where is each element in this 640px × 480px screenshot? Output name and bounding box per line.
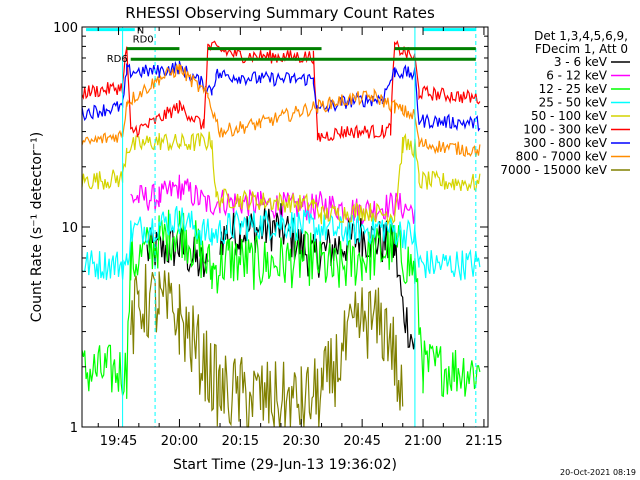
legend-entry-7000-15000-kev: 7000 - 15000 keV <box>500 163 630 177</box>
series-25-50-kev <box>81 206 481 281</box>
x-tick-label: 20:15 <box>222 434 259 449</box>
legend-header-1: Det 1,3,4,5,6,9, <box>534 29 628 43</box>
legend-entry-3-6-kev: 3 - 6 keV <box>554 55 630 69</box>
series-line-50-100-kev <box>81 131 481 227</box>
series-line-100-300-kev <box>81 39 481 142</box>
series-800-7000-kev <box>81 63 481 158</box>
chart-title: RHESSI Observing Summary Count Rates <box>125 4 435 22</box>
x-tick-label: 20:45 <box>343 434 380 449</box>
legend-label: 6 - 12 keV <box>546 69 608 83</box>
legend-header-2: FDecim 1, Att 0 <box>535 42 628 56</box>
legend-label: 800 - 7000 keV <box>516 150 608 164</box>
mode-label-n: N <box>137 26 144 37</box>
legend-label: 300 - 800 keV <box>523 136 607 150</box>
series-line-300-800-kev <box>81 60 481 132</box>
mode-label-rd6: RD6 <box>107 54 128 65</box>
legend-label: 12 - 25 keV <box>539 82 608 96</box>
legend-entry-800-7000-kev: 800 - 7000 keV <box>516 150 630 164</box>
mode-label-rd0: RD0 <box>133 35 154 46</box>
series-line-25-50-kev <box>81 206 481 281</box>
legend-entry-12-25-kev: 12 - 25 keV <box>539 82 630 96</box>
series-100-300-kev <box>81 39 481 142</box>
legend-entry-25-50-kev: 25 - 50 keV <box>539 96 630 110</box>
series-6-12-kev <box>130 174 416 226</box>
series-line-7000-15000-kev <box>130 263 404 428</box>
series-layer <box>81 39 481 428</box>
series-12-25-kev <box>81 209 481 399</box>
legend-label: 50 - 100 keV <box>531 109 608 123</box>
legend-entry-50-100-kev: 50 - 100 keV <box>531 109 630 123</box>
x-tick-label: 20:30 <box>283 434 320 449</box>
y-tick-label: 100 <box>53 21 78 36</box>
series-line-800-7000-kev <box>81 63 481 158</box>
event-lines <box>122 27 477 427</box>
axis-ticks: 19:45 20:00 20:15 20:30 20:45 21:00 21:15 1 10 10… <box>53 21 503 449</box>
legend-label: 7000 - 15000 keV <box>500 163 607 177</box>
x-tick-label: 20:00 <box>161 434 198 449</box>
series-50-100-kev <box>81 131 481 227</box>
series-7000-15000-kev <box>130 263 404 428</box>
x-tick-label: 21:00 <box>404 434 441 449</box>
footer-date: 20-Oct-2021 08:19 <box>560 468 636 477</box>
legend-label: 3 - 6 keV <box>554 55 608 69</box>
legend-label: 100 - 300 keV <box>523 123 607 137</box>
legend-entry-100-300-kev: 100 - 300 keV <box>523 123 630 137</box>
x-tick-label: 21:15 <box>465 434 502 449</box>
y-axis-label: Count Rate (s⁻¹ detector⁻¹) <box>29 132 45 322</box>
legend: Det 1,3,4,5,6,9, FDecim 1, Att 0 3 - 6 k… <box>500 29 630 177</box>
legend-label: 25 - 50 keV <box>539 96 608 110</box>
y-tick-label: 10 <box>61 221 78 236</box>
series-line-12-25-kev <box>81 209 481 399</box>
x-tick-label: 19:45 <box>100 434 137 449</box>
series-300-800-kev <box>81 60 481 132</box>
legend-entry-6-12-kev: 6 - 12 keV <box>546 69 630 83</box>
legend-entry-300-800-kev: 300 - 800 keV <box>523 136 630 150</box>
y-tick-label: 1 <box>70 421 78 436</box>
x-axis-label: Start Time (29-Jun-13 19:36:02) <box>173 457 397 473</box>
series-line-6-12-kev <box>130 174 416 226</box>
